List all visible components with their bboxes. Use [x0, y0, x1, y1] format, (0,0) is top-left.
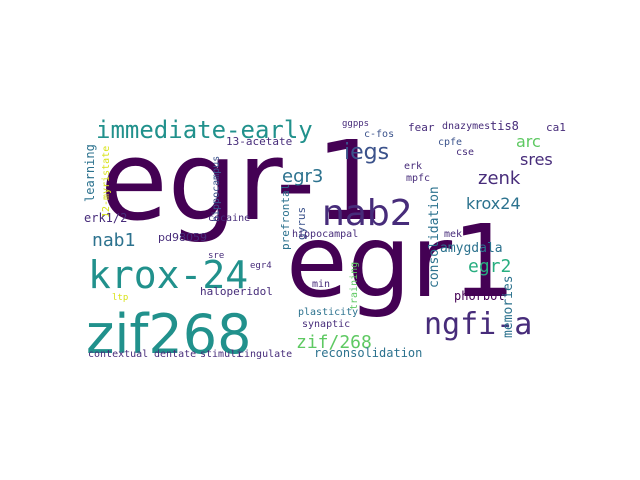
- word-cingulate: cingulate: [238, 349, 293, 360]
- word-iegs: iegs: [344, 140, 390, 165]
- word-mek: mek: [444, 229, 463, 240]
- word-training: training: [349, 261, 360, 310]
- word-c-fos: c-fos: [364, 129, 395, 140]
- word-nab1: nab1: [92, 230, 136, 251]
- word-myristate: 12-myristate: [101, 145, 112, 218]
- word-dnazymes: dnazymes: [442, 121, 491, 132]
- word-pd98059: pd98059: [158, 231, 207, 244]
- word-dentate: dentate: [154, 349, 197, 360]
- word-amygdala: amygdala: [440, 241, 503, 256]
- word-synaptic: synaptic: [302, 319, 351, 330]
- word-min: min: [312, 279, 331, 290]
- word-ca1: ca1: [546, 121, 566, 134]
- word-cpfe: cpfe: [438, 137, 463, 148]
- word-erk1-2: erk1/2: [84, 211, 128, 225]
- word-cocaine: cocaine: [208, 213, 251, 224]
- word-memories: memories: [501, 275, 516, 338]
- word-erk: erk: [404, 161, 423, 172]
- word-haloperidol: haloperidol: [200, 285, 273, 298]
- word-arc: arc: [516, 132, 541, 151]
- word-13-acetate: 13-acetate: [226, 135, 293, 148]
- word-zif268: zif268: [86, 303, 252, 364]
- word-consolidation: consolidation: [427, 186, 442, 288]
- word-egr4: egr4: [250, 261, 272, 271]
- word-sre: sre: [208, 251, 225, 261]
- word-tis8: tis8: [490, 119, 519, 133]
- word-cloud: egr-1 egr1 zif268 krox-24 nab2 ngfi-a im…: [82, 112, 568, 364]
- word-plasticity: plasticity: [298, 307, 359, 318]
- word-egr2: egr2: [468, 256, 512, 277]
- word-zif-268: zif/268: [296, 332, 372, 353]
- word-krox24: krox24: [466, 194, 521, 213]
- word-egr1: egr1: [286, 203, 516, 320]
- word-ggpps: ggpps: [342, 119, 370, 129]
- word-zenk: zenk: [478, 168, 521, 189]
- word-nab2: nab2: [322, 193, 413, 234]
- word-reconsolidation: reconsolidation: [314, 346, 423, 360]
- word-hippocampal: hippocampal: [292, 229, 359, 240]
- word-mpfc: mpfc: [406, 173, 431, 184]
- word-krox-24: krox-24: [88, 253, 249, 297]
- word-immediate-early: immediate-early: [96, 116, 313, 144]
- word-ngfi-a: ngfi-a: [424, 307, 533, 342]
- word-contextual: contextual: [88, 349, 149, 360]
- word-egr-1: egr-1: [100, 117, 386, 245]
- word-cse: cse: [456, 147, 475, 158]
- word-learning: learning: [83, 144, 97, 202]
- word-sres: sres: [520, 150, 553, 169]
- word-prefrontal: prefrontal: [279, 183, 292, 250]
- word-phorbol: phorbol: [454, 289, 505, 303]
- word-egr3: egr3: [282, 166, 324, 187]
- word-ltp: ltp: [112, 293, 129, 303]
- word-fear: fear: [408, 121, 435, 134]
- word-stimuli: stimuli: [200, 349, 243, 360]
